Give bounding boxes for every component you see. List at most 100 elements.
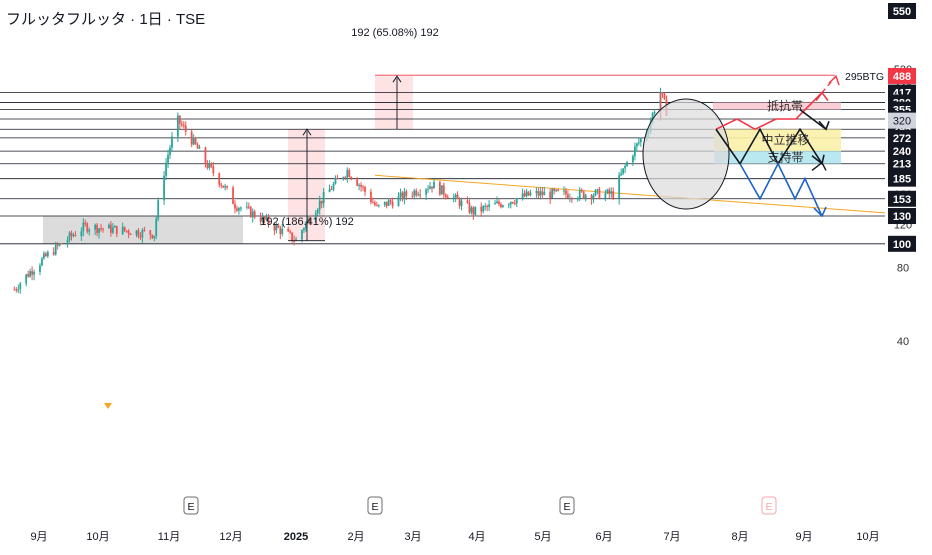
candle-body	[486, 206, 489, 208]
candle-body	[287, 228, 290, 232]
candle-body	[399, 192, 402, 197]
candle-body	[125, 230, 128, 232]
candle-body	[13, 289, 16, 291]
x-tick-label: 10月	[856, 531, 879, 543]
level-tag-bg-100	[888, 235, 916, 252]
candle-body	[52, 252, 55, 255]
candle-body	[165, 162, 167, 176]
candle-body	[387, 200, 390, 206]
candle-body	[113, 225, 116, 228]
candle-body	[155, 218, 158, 236]
candle-body	[15, 289, 18, 291]
x-tick-label: 6月	[595, 531, 612, 543]
target-label: 295BTG	[845, 71, 884, 83]
candle-body	[46, 252, 49, 257]
resistance-zone	[713, 102, 841, 110]
candle-body	[330, 189, 333, 191]
candle-body	[204, 147, 207, 164]
candle-body	[66, 239, 69, 244]
candle-body	[328, 189, 331, 193]
candle-body	[401, 192, 404, 200]
candle-body	[415, 190, 418, 196]
candle-body	[618, 175, 621, 199]
candle-body	[494, 203, 496, 205]
candle-body	[137, 230, 140, 237]
candle-body	[263, 216, 266, 220]
candle-body	[222, 185, 225, 188]
candle-body	[405, 191, 408, 196]
level-tag-bg-550	[888, 3, 916, 19]
candle-body	[482, 206, 485, 212]
candle-body	[458, 198, 461, 207]
candle-body	[251, 211, 254, 218]
candle-body	[108, 224, 110, 229]
candle-body	[663, 93, 666, 100]
x-tick-label: 3月	[404, 531, 421, 543]
scenario-neutral-drop	[799, 109, 827, 130]
earnings-marker-bg	[559, 496, 575, 515]
candle-body	[474, 206, 477, 215]
candle-body	[123, 226, 126, 231]
level-tag-bg-488	[888, 67, 916, 84]
level-tag-240: 240	[893, 146, 911, 158]
candle-body	[190, 131, 193, 145]
level-tag-100: 100	[893, 239, 911, 251]
candle-body	[610, 191, 613, 194]
scenario-neutral-arrowhead-2	[811, 161, 827, 171]
candle-body	[273, 224, 276, 231]
candle-body	[541, 191, 544, 196]
candle-body	[210, 163, 213, 167]
candle-body	[557, 189, 559, 191]
candle-body	[375, 205, 378, 207]
candle-body	[431, 186, 433, 189]
candle-body	[344, 177, 347, 179]
candle-body	[318, 200, 321, 210]
candle-body	[220, 184, 223, 186]
candle-body	[523, 193, 526, 197]
candle-body	[472, 207, 475, 215]
candle-body	[383, 201, 386, 205]
candle-body	[232, 187, 234, 205]
candle-body	[582, 191, 585, 199]
candle-body	[632, 155, 634, 163]
candle-body	[452, 197, 455, 199]
candle-body	[17, 289, 20, 291]
scenario-bear-path	[739, 161, 823, 217]
candle-body	[198, 147, 201, 149]
candle-body	[176, 115, 179, 137]
candle-body	[80, 231, 83, 236]
candle-body	[306, 218, 309, 223]
candle-body	[391, 201, 394, 207]
candle-body	[226, 186, 229, 188]
candle-body	[377, 204, 380, 206]
x-tick-label: 12月	[219, 531, 242, 543]
scenario-extension-arrowhead	[828, 74, 840, 86]
candle-body	[535, 191, 538, 194]
candle-body	[208, 163, 211, 168]
candle-body	[31, 271, 33, 275]
candle-body	[342, 177, 345, 179]
candle-body	[167, 154, 169, 163]
candle-body	[129, 233, 132, 236]
candle-body	[308, 218, 311, 223]
candle-body	[590, 195, 593, 200]
candle-body	[511, 201, 514, 204]
x-tick-label: 11月	[158, 531, 180, 543]
level-tag-bg-185	[888, 170, 916, 187]
candle-body	[98, 228, 100, 233]
consolidation-range-box	[43, 216, 243, 244]
level-tag-213: 213	[893, 159, 911, 171]
candle-body	[567, 194, 569, 199]
candle-body	[419, 194, 422, 196]
candle-body	[440, 185, 443, 195]
x-tick-label: 7月	[663, 531, 680, 543]
level-tag-550: 550	[893, 6, 911, 18]
candle-body	[372, 202, 374, 204]
candle-body	[184, 125, 187, 132]
candle-body	[543, 191, 546, 196]
candle-body	[100, 228, 102, 230]
candle-body	[500, 204, 502, 208]
candle-body	[537, 191, 540, 196]
level-tag-272: 272	[893, 133, 911, 145]
candle-body	[446, 197, 449, 199]
